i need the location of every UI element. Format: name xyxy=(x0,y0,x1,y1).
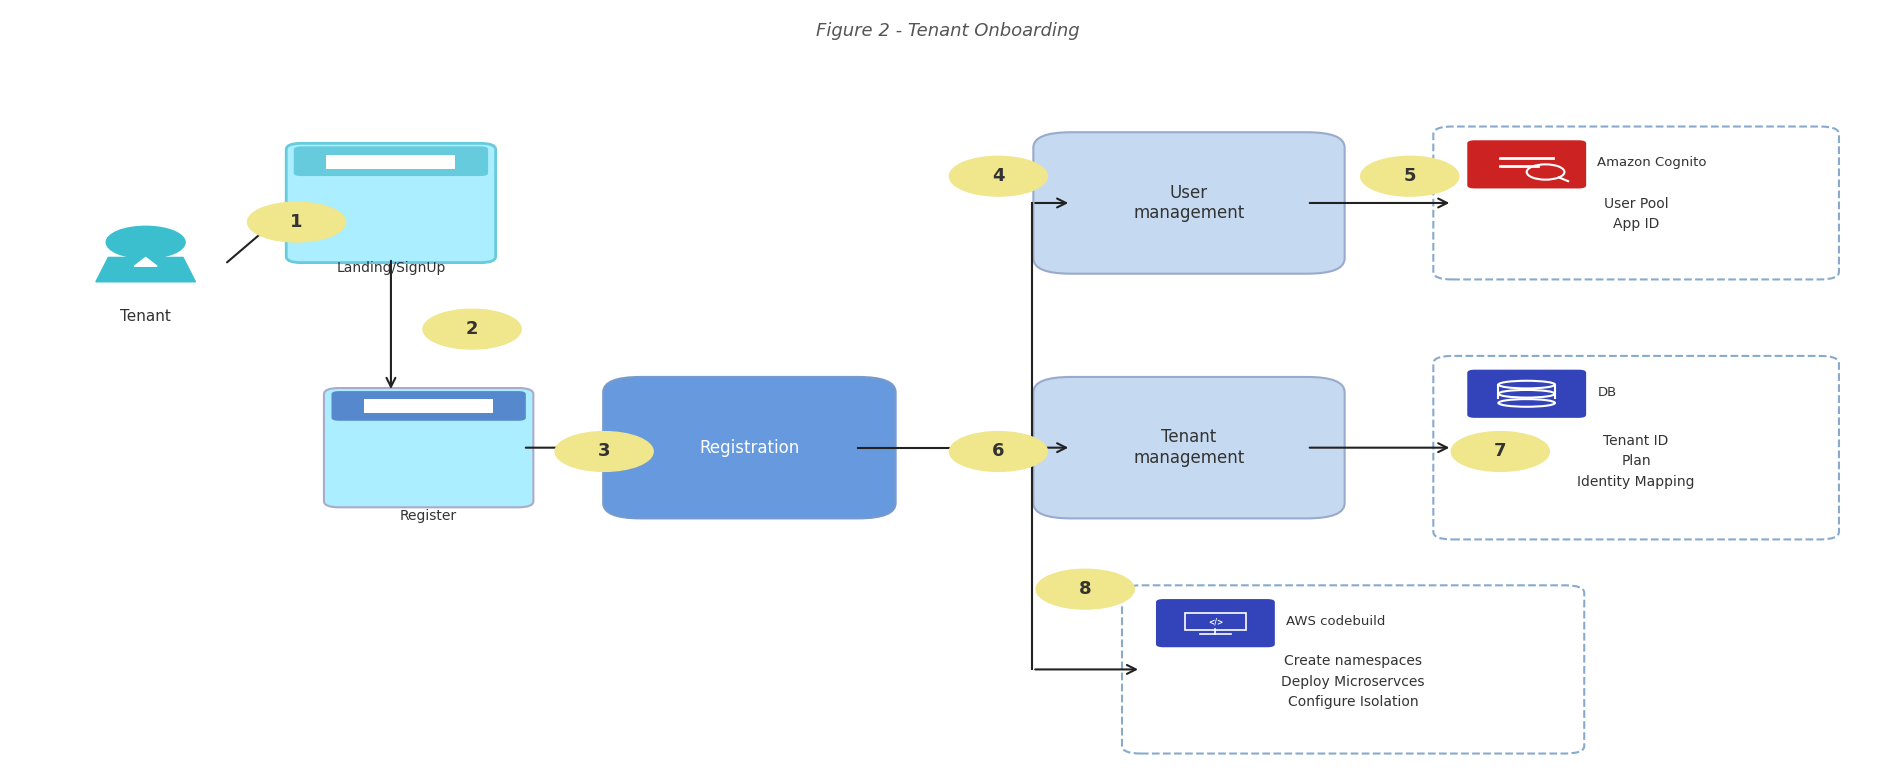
FancyBboxPatch shape xyxy=(294,146,489,176)
Text: 1: 1 xyxy=(290,213,303,231)
FancyBboxPatch shape xyxy=(324,388,532,507)
Text: Create namespaces
Deploy Microservces
Configure Isolation: Create namespaces Deploy Microservces Co… xyxy=(1281,654,1425,710)
Text: Register: Register xyxy=(400,509,457,523)
Text: 5: 5 xyxy=(1404,167,1416,186)
FancyBboxPatch shape xyxy=(1033,132,1345,274)
FancyBboxPatch shape xyxy=(1467,369,1586,418)
Text: Landing/SignUp: Landing/SignUp xyxy=(335,261,445,275)
Text: User
management: User management xyxy=(1133,183,1245,223)
Text: Tenant
management: Tenant management xyxy=(1133,428,1245,467)
Text: Figure 2 - Tenant Onboarding: Figure 2 - Tenant Onboarding xyxy=(815,22,1080,40)
Text: 4: 4 xyxy=(993,167,1004,186)
Text: User Pool
App ID: User Pool App ID xyxy=(1603,196,1668,231)
FancyBboxPatch shape xyxy=(1122,585,1584,754)
Circle shape xyxy=(423,309,521,349)
Circle shape xyxy=(949,431,1048,472)
Polygon shape xyxy=(97,257,195,282)
Text: Registration: Registration xyxy=(699,438,800,457)
FancyBboxPatch shape xyxy=(332,391,525,421)
Text: Amazon Cognito: Amazon Cognito xyxy=(1597,156,1707,169)
Text: 6: 6 xyxy=(993,442,1004,461)
FancyBboxPatch shape xyxy=(1033,377,1345,519)
Circle shape xyxy=(1361,156,1459,196)
Text: AWS codebuild: AWS codebuild xyxy=(1287,615,1385,628)
Circle shape xyxy=(1037,569,1135,609)
Text: 2: 2 xyxy=(466,320,478,338)
FancyBboxPatch shape xyxy=(286,143,496,263)
Circle shape xyxy=(1452,431,1550,472)
FancyBboxPatch shape xyxy=(1433,356,1838,540)
Polygon shape xyxy=(135,257,157,266)
Circle shape xyxy=(949,156,1048,196)
FancyBboxPatch shape xyxy=(1156,599,1275,647)
Text: DB: DB xyxy=(1597,386,1616,399)
Circle shape xyxy=(555,431,654,472)
Circle shape xyxy=(248,203,345,242)
Text: Tenant ID
Plan
Identity Mapping: Tenant ID Plan Identity Mapping xyxy=(1577,434,1694,489)
FancyBboxPatch shape xyxy=(364,400,493,414)
FancyBboxPatch shape xyxy=(326,155,455,169)
Text: </>: </> xyxy=(1207,617,1222,626)
FancyBboxPatch shape xyxy=(1433,127,1838,280)
Text: 8: 8 xyxy=(1078,581,1092,598)
Text: Tenant: Tenant xyxy=(119,308,171,324)
Text: 3: 3 xyxy=(599,442,610,461)
Text: 7: 7 xyxy=(1493,442,1507,461)
FancyBboxPatch shape xyxy=(603,377,896,519)
Circle shape xyxy=(106,226,186,258)
FancyBboxPatch shape xyxy=(1467,140,1586,189)
